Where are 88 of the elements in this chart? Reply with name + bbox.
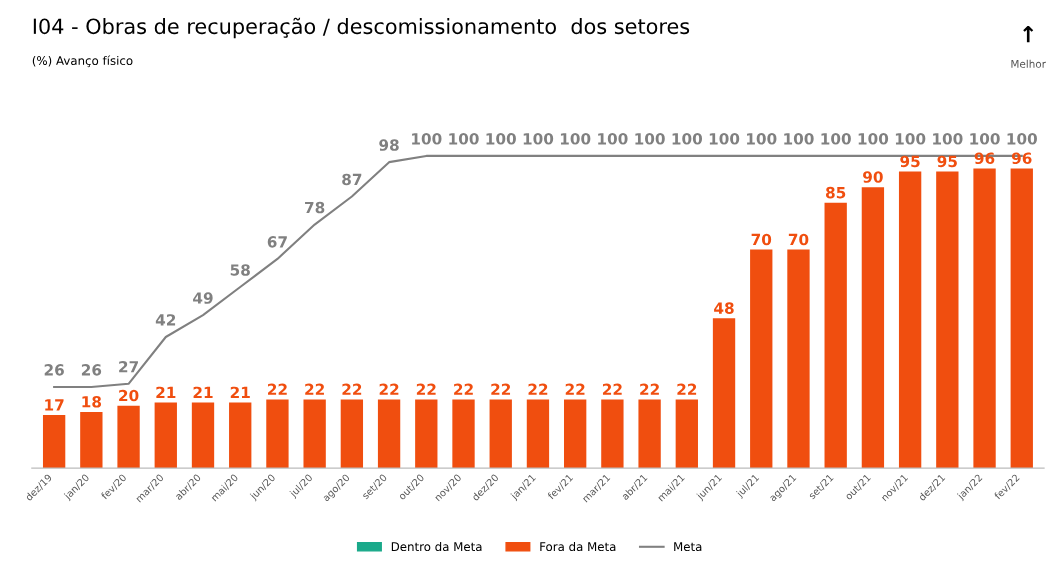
- bar: [415, 399, 438, 469]
- data-label: 22: [416, 383, 436, 395]
- data-label: 100: [970, 133, 1000, 145]
- data-label: 70: [788, 233, 809, 246]
- data-label: 21: [156, 386, 176, 398]
- data-label: 100: [486, 133, 516, 145]
- data-label: 100: [784, 133, 814, 145]
- data-label: 100: [821, 133, 851, 145]
- data-label: 100: [858, 133, 889, 145]
- bar: [973, 168, 996, 469]
- bar: [80, 411, 103, 469]
- data-label: 18: [82, 396, 102, 408]
- bar: [377, 399, 401, 469]
- bar: [638, 399, 661, 469]
- bar: [824, 202, 847, 469]
- data-label: 87: [342, 173, 362, 186]
- data-label: 100: [1007, 133, 1037, 145]
- data-label: 100: [895, 133, 926, 145]
- bar: [340, 399, 364, 469]
- bar: [675, 399, 698, 469]
- text: Melhor: [1011, 59, 1046, 68]
- data-label: 17: [45, 399, 64, 411]
- legend-label: Meta: [674, 542, 702, 552]
- data-label: 26: [81, 364, 102, 376]
- data-label: 100: [933, 133, 963, 145]
- data-label: 100: [412, 133, 442, 145]
- data-label: 27: [119, 360, 138, 373]
- data-label: 100: [598, 133, 628, 145]
- data-label: 22: [602, 383, 622, 395]
- bar: [154, 402, 177, 469]
- data-label: 96: [1011, 152, 1032, 165]
- bar: [452, 399, 475, 469]
- data-label: 100: [523, 133, 554, 145]
- bar: [750, 249, 773, 469]
- data-label: 48: [714, 302, 734, 314]
- data-label: 22: [268, 383, 287, 395]
- bar: [42, 415, 66, 469]
- data-label: 21: [193, 386, 213, 398]
- data-label: 26: [44, 364, 64, 376]
- data-label: 67: [267, 236, 287, 248]
- data-label: 22: [640, 383, 659, 395]
- data-label: 22: [677, 383, 697, 395]
- legend-label: Dentro da Meta: [391, 541, 482, 552]
- data-label: 20: [119, 389, 139, 402]
- data-label: 22: [491, 383, 511, 395]
- data-label: 22: [305, 383, 324, 395]
- data-label: 70: [751, 233, 772, 246]
- bar: [898, 171, 922, 469]
- bar: [489, 399, 512, 469]
- bar: [191, 402, 215, 469]
- data-label: 100: [709, 133, 740, 145]
- bar: [1010, 168, 1033, 469]
- data-label: 100: [635, 133, 665, 145]
- bar: [712, 318, 736, 469]
- data-label: 100: [449, 133, 479, 145]
- bar: [229, 402, 252, 469]
- data-label: 58: [230, 264, 250, 276]
- data-label: 100: [672, 133, 703, 145]
- data-label: 90: [863, 171, 883, 183]
- bar: [564, 399, 587, 469]
- data-label: 22: [379, 383, 399, 395]
- data-label: 85: [825, 186, 846, 199]
- bar: [303, 399, 326, 469]
- data-label: 100: [747, 133, 777, 145]
- data-label: 42: [155, 314, 176, 326]
- legend-label: Fora da Meta: [540, 541, 616, 552]
- data-label: 95: [900, 155, 920, 168]
- data-label: 22: [565, 383, 585, 395]
- bar: [117, 405, 140, 469]
- chart-subtitle: (%) Avanço físico: [32, 55, 133, 68]
- data-label: 22: [528, 383, 548, 395]
- bar: [526, 399, 550, 469]
- bar: [266, 399, 289, 469]
- data-label: 95: [937, 155, 957, 168]
- bar: [787, 249, 810, 469]
- data-label: 100: [560, 133, 591, 145]
- data-label: 49: [193, 292, 213, 304]
- data-label: 98: [379, 139, 399, 151]
- bar: [936, 171, 959, 469]
- data-label: 96: [974, 152, 995, 165]
- bar: [861, 187, 885, 469]
- data-label: 78: [305, 201, 325, 214]
- data-label: 22: [454, 383, 473, 395]
- text: ↑: [1023, 26, 1034, 43]
- bar: [601, 399, 624, 469]
- data-label: 21: [230, 386, 250, 398]
- data-label: 22: [342, 383, 362, 395]
- chart-title: I04 - Obras de recuperação / descomissionamento dos setores: [33, 17, 690, 39]
